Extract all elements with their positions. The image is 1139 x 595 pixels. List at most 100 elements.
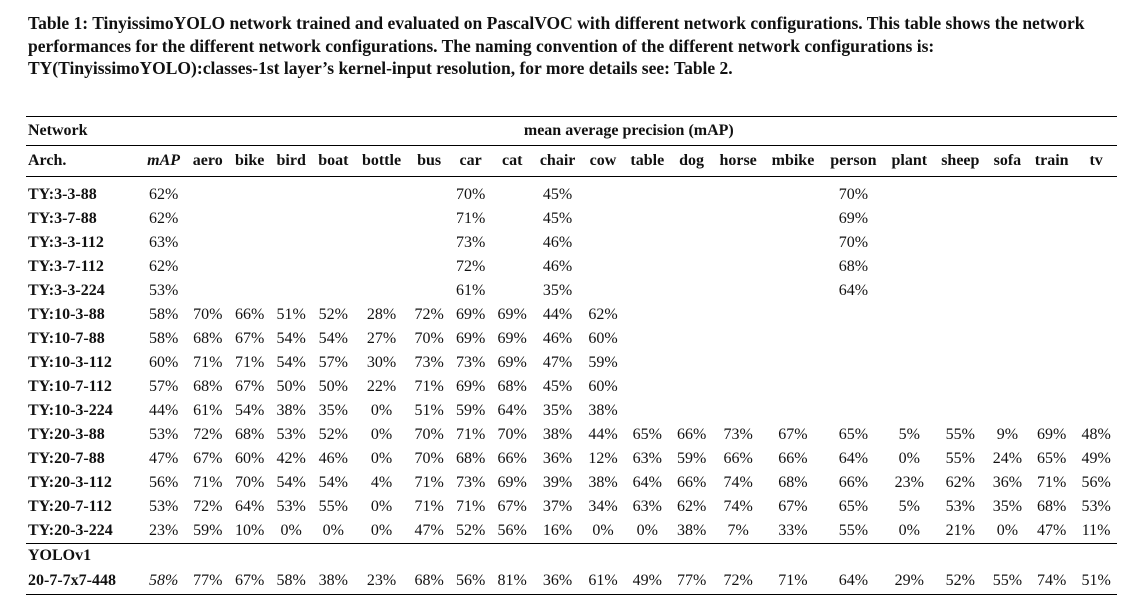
header-cell: mean average precision (mAP) — [140, 116, 1117, 146]
cell — [355, 177, 409, 208]
cell — [312, 207, 355, 231]
cell: 53% — [148, 282, 179, 299]
cell: 58% — [270, 568, 312, 595]
cell: 58% — [148, 306, 179, 323]
cell — [987, 231, 1029, 255]
cell — [491, 255, 533, 279]
cell: 34% — [588, 498, 618, 515]
cell — [624, 399, 671, 423]
cell — [764, 303, 822, 327]
cell: 71% — [193, 474, 223, 491]
cell — [1028, 279, 1075, 303]
cell — [624, 375, 671, 399]
cell: 30% — [366, 354, 397, 371]
cell: 7% — [727, 522, 749, 539]
cell: 57% — [318, 354, 348, 371]
cell: 0% — [592, 522, 614, 539]
cell: 60% — [235, 450, 265, 467]
cell — [671, 375, 713, 399]
cell: 69% — [455, 378, 486, 395]
cell: 33% — [778, 522, 808, 539]
cell: 55% — [986, 568, 1029, 595]
cell: 56% — [1081, 474, 1111, 491]
cell — [671, 207, 713, 231]
cell — [1028, 303, 1075, 327]
cell — [712, 255, 764, 279]
cell: 66% — [676, 426, 707, 443]
cell — [885, 327, 934, 351]
cell — [671, 279, 713, 303]
cell — [624, 255, 671, 279]
cell: 11% — [1081, 522, 1111, 539]
cell: 63% — [632, 498, 662, 515]
cell: 70% — [414, 450, 444, 467]
cell: 62% — [945, 474, 975, 491]
cell: 21% — [945, 522, 975, 539]
cell: 39% — [542, 474, 573, 491]
cell: 74% — [723, 474, 753, 491]
cell: 69% — [497, 354, 527, 371]
cell: 23% — [148, 522, 179, 539]
cell — [934, 303, 987, 327]
cell: 63% — [632, 450, 662, 467]
table-row: TY:20-3-112 56% 71% 70% 54% 54% 4% 71% 73% 69% 39%… — [26, 471, 1117, 495]
cell: 5% — [898, 498, 920, 515]
cell: 70% — [838, 234, 869, 251]
cell — [187, 279, 229, 303]
cell — [885, 279, 934, 303]
cell — [712, 303, 764, 327]
cell — [885, 351, 934, 375]
column-header: boat — [311, 145, 355, 177]
cell: 9% — [996, 426, 1019, 443]
cell: 68% — [838, 258, 869, 275]
cell: 0% — [996, 522, 1019, 539]
cell: 0% — [370, 450, 393, 467]
cell: 37% — [542, 498, 573, 515]
cell: 73% — [723, 426, 753, 443]
table-row: TY:10-7-88 58% 68% 67% 54% 54% 27% 70% 69% 69% 46%… — [26, 327, 1117, 351]
cell — [822, 375, 885, 399]
cell — [934, 255, 987, 279]
cell — [624, 231, 671, 255]
cell: 66% — [838, 474, 869, 491]
cell — [712, 375, 764, 399]
cell: 70% — [414, 426, 444, 443]
cell — [270, 231, 312, 255]
cell — [822, 351, 885, 375]
cell — [408, 207, 450, 231]
cell — [229, 255, 271, 279]
cell — [355, 255, 409, 279]
cell: 72% — [193, 426, 223, 443]
cell: 54% — [318, 330, 348, 347]
cell: 73% — [455, 354, 486, 371]
row-name: TY:10-7-112 — [28, 378, 112, 395]
cell — [764, 279, 822, 303]
results-table: Network mean average precision (mAP) Arc… — [26, 116, 1117, 595]
table-body: TY:3-3-88 62% 70% 45% 70% TY:3-7-88 62% 71% 45% 6… — [26, 177, 1117, 595]
cell: 44% — [588, 426, 618, 443]
cell — [671, 303, 713, 327]
cell: 46% — [542, 234, 573, 251]
row-name: TY:10-3-88 — [28, 306, 105, 323]
cell: 59% — [193, 522, 223, 539]
cell: 0% — [636, 522, 658, 539]
cell: 77% — [670, 568, 713, 595]
cell: 70% — [414, 330, 444, 347]
cell — [934, 279, 987, 303]
row-name: TY:20-3-112 — [28, 474, 112, 491]
cell: 74% — [723, 498, 753, 515]
cell — [712, 327, 764, 351]
cell: 57% — [148, 378, 179, 395]
cell: 24% — [992, 450, 1023, 467]
cell: 46% — [542, 258, 573, 275]
cell: 68% — [408, 568, 450, 595]
cell: 77% — [186, 568, 229, 595]
cell: 71% — [455, 210, 486, 227]
cell: 62% — [676, 498, 707, 515]
cell — [491, 177, 533, 208]
cell — [822, 327, 885, 351]
cell: 45% — [542, 186, 573, 203]
column-header: cow — [582, 145, 624, 177]
cell — [822, 399, 885, 423]
cell: 59% — [588, 354, 618, 371]
